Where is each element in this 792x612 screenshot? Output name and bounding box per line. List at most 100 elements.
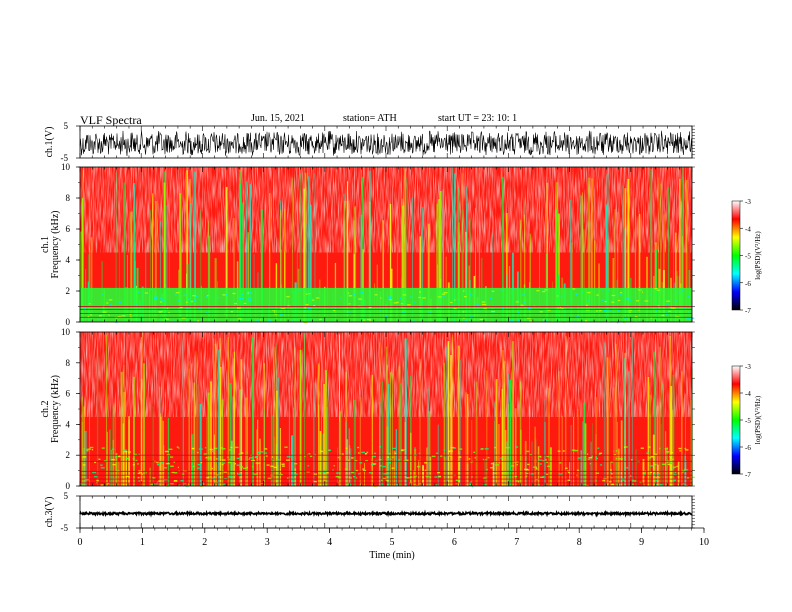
ch2-spectrogram-lowband-speck	[286, 477, 289, 479]
ch2-spectrogram-lowband-speck	[666, 461, 669, 463]
ch2-spectrogram-lowband-speck	[546, 455, 550, 458]
ch2-spectrogram-lowband-speck	[356, 477, 358, 479]
ch2-spectrogram-image	[80, 332, 695, 488]
ch1-spectrogram-lowband-speck	[388, 296, 392, 298]
ch2-spectrogram-streak	[610, 461, 612, 486]
ch1-spectrogram-streak	[82, 198, 84, 322]
ch1-spectrogram-lowband-speck	[368, 306, 372, 309]
ch2-spectrogram-lowband-speck	[679, 450, 681, 452]
ch2-spectrogram-lowband-speck	[386, 479, 389, 482]
ch2-spectrogram-streak	[115, 453, 118, 486]
ch2-spectrogram-lowband-speck	[264, 448, 268, 450]
ch2-spectrogram-lowband-speck	[351, 471, 354, 474]
ch1-spectrogram-colorbar-tick-label: -4	[745, 225, 751, 233]
ch1-spectrogram-streak	[166, 205, 168, 322]
ch1-spectrogram-lowband-speck	[527, 308, 532, 310]
ch2-spectrogram-lowband-speck	[540, 456, 542, 458]
ch1-spectrogram-lowband-speck	[305, 304, 309, 306]
ch2-spectrogram-streak	[631, 337, 633, 486]
ch1-spectrogram-lowband-speck	[238, 318, 242, 320]
ch2-spectrogram-lowband-speck	[632, 480, 637, 482]
ch1-spectrogram-lowband-speck	[115, 317, 118, 319]
ch2-spectrogram-streak	[635, 449, 637, 486]
ch1-spectrogram-streak	[624, 228, 626, 322]
ch1-spectrogram-lowband-speck	[232, 292, 236, 295]
ch1-spectrogram-streak	[639, 214, 641, 322]
date-label: Jun. 15, 2021	[251, 113, 305, 124]
ch1-spectrogram-lowband-speck	[515, 301, 519, 303]
ch1-spectrogram-lowband-speck	[83, 307, 86, 310]
ch2-spectrogram-colorbar-tick-label: -3	[745, 363, 751, 371]
ch1-spectrogram-lowband-speck	[347, 292, 350, 294]
ch2-spectrogram-lowband-speck	[235, 446, 239, 449]
time-axis-tick-label: 5	[390, 537, 395, 548]
ch2-spectrogram-streak	[653, 351, 656, 486]
ch2-spectrogram-lowband-speck	[533, 466, 537, 468]
ch2-spectrogram-streak	[457, 345, 460, 486]
ch1-spectrogram-lowband-speck	[241, 293, 244, 295]
ch2-spectrogram-lowband-speck	[132, 464, 135, 466]
ch2-spectrogram-lowband-speck	[357, 446, 360, 449]
ch2-spectrogram-streak	[259, 438, 261, 486]
ch2-spectrogram-lowband-speck	[673, 473, 677, 476]
ch1-spectrogram-lowband-speck	[628, 309, 633, 311]
ch1-spectrogram-lowband-speck	[540, 311, 543, 313]
ch1-spectrogram-lowband-speck	[306, 305, 309, 307]
ch2-spectrogram-streak	[364, 462, 365, 486]
ch1-spectrogram-streak	[654, 249, 657, 322]
ch1-spectrogram-streak	[491, 234, 493, 322]
ch2-spectrogram-lowband-speck	[565, 467, 568, 469]
ch2-spectrogram-lowband-speck	[487, 456, 490, 459]
ch1-spectrogram-lowband-speck	[150, 288, 155, 290]
ch2-spectrogram-lowband-speck	[392, 447, 397, 450]
ch2-spectrogram-streak	[279, 428, 281, 486]
ch1-spectrogram-lowband-speck	[655, 310, 658, 312]
ch2-spectrogram-lowband-speck	[191, 447, 195, 450]
ch2-spectrogram-streak	[229, 383, 232, 486]
ch1-spectrogram-streak	[680, 201, 682, 322]
ch2-spectrogram-lowband-speck	[368, 472, 372, 474]
ch1-spectrogram-streak	[617, 212, 619, 322]
ch2-spectrogram-lowband-speck	[673, 479, 677, 482]
ch1-spectrogram-lowband-speck	[388, 297, 392, 300]
ch1-spectrogram-streak	[402, 205, 405, 322]
ch2-spectrogram-streak	[143, 363, 145, 486]
ch2-spectrogram-streak	[213, 434, 215, 486]
ch1-spectrogram-streak	[627, 178, 630, 322]
ch2-spectrogram-streak	[321, 333, 322, 486]
ch2-spectrogram-lowband-speck	[290, 477, 294, 479]
ch1-spectrogram-lowband-speck	[374, 294, 378, 296]
ch2-spectrogram-lowband-speck	[655, 484, 658, 486]
ch2-spectrogram-streak	[353, 400, 356, 486]
ch2-spectrogram-streak	[128, 416, 130, 486]
ch2-spectrogram-lowband-speck	[524, 468, 528, 471]
ch1-spectrogram-lowband-speck	[666, 300, 670, 302]
ch1-spectrogram-lowband-speck	[286, 296, 290, 298]
ch1-spectrogram-lowband-speck	[585, 304, 588, 306]
ch1-spectrogram-streak	[634, 197, 636, 322]
ch1-spectrogram-lowband-speck	[686, 318, 690, 320]
ch1-spectrogram-ytick-label: 0	[66, 317, 71, 327]
ch2-spectrogram-lowband-speck	[685, 449, 689, 451]
ch2-spectrogram-streak	[346, 439, 349, 486]
ch1-spectrogram-lowband-speck	[99, 315, 103, 317]
ch2-spectrogram-streak	[114, 403, 116, 486]
ch2-spectrogram-colorbar-tick-label: -5	[745, 417, 751, 425]
ch2-spectrogram-lowband-speck	[183, 482, 187, 485]
ch1-spectrogram-streak	[382, 220, 384, 322]
ch1-waveform-ylabel: ch.1(V)	[44, 127, 55, 158]
ch1-spectrogram-streak	[292, 177, 293, 322]
ch2-spectrogram-ylabel-frequency: Frequency (kHz)	[50, 375, 61, 443]
ch2-spectrogram-streak	[618, 448, 620, 486]
ch2-spectrogram-streak	[561, 415, 563, 486]
ch2-spectrogram-streak	[239, 389, 242, 486]
ch1-spectrogram-lowband-speck	[108, 314, 110, 316]
ch2-spectrogram-lowband-speck	[606, 482, 609, 485]
ch2-spectrogram-streak	[277, 377, 279, 486]
ch2-spectrogram-lowband-speck	[137, 472, 141, 475]
ch2-spectrogram-streak	[379, 402, 381, 486]
ch2-spectrogram-lowband-speck	[470, 461, 473, 463]
ch2-spectrogram-lowband-speck	[92, 471, 97, 474]
ch2-spectrogram-lowband-speck	[669, 455, 671, 458]
ch2-spectrogram-lowband-speck	[145, 472, 147, 474]
